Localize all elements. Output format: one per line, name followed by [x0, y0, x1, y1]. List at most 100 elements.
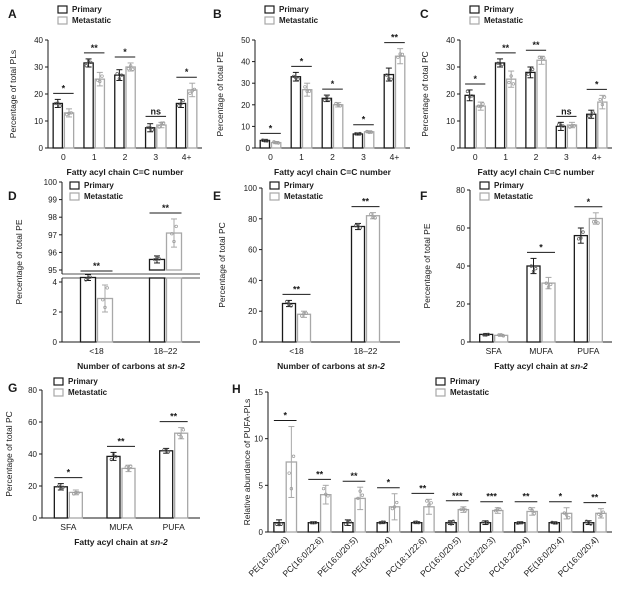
- bar-metastatic-2: [125, 66, 136, 149]
- legend-swatch-primary: [57, 5, 68, 14]
- replicate-point-metastatic-0: [287, 471, 291, 475]
- legend-label-primary: Primary: [72, 5, 102, 14]
- replicate-point-metastatic-1: [511, 82, 516, 86]
- bar-metastatic-3: [156, 124, 167, 149]
- replicate-point-primary-0: [470, 94, 474, 98]
- legend-swatch-primary: [435, 377, 446, 386]
- legend-swatch-metastatic: [57, 16, 68, 25]
- bar-metastatic-2: [332, 104, 344, 149]
- panel-label: D: [8, 189, 17, 203]
- replicate-point-primary-1: [358, 226, 362, 230]
- legend-label-metastatic: Metastatic: [450, 388, 490, 397]
- y-tick-label: 40: [446, 36, 455, 45]
- y-tick-label: 95: [48, 266, 57, 275]
- bar-primary-2: [573, 234, 588, 343]
- replicate-point-primary-0: [56, 484, 61, 488]
- y-tick-label: 40: [34, 36, 43, 45]
- replicate-point-metastatic-1: [546, 285, 551, 289]
- sig-label-cat-2: **: [170, 412, 178, 422]
- bar-primary-1: [494, 62, 506, 149]
- sig-label-cat-0: *: [269, 123, 273, 133]
- x-tick-label: 3: [564, 152, 569, 162]
- y-tick-label: 98: [48, 213, 57, 222]
- x-axis-title: Fatty acyl chain at sn-2: [74, 537, 168, 547]
- replicate-point-primary-1: [531, 269, 536, 274]
- replicate-point-metastatic-2: [126, 67, 131, 71]
- sig-label-cat-7: **: [522, 492, 530, 502]
- replicate-point-primary-0: [482, 333, 486, 337]
- legend-swatch-primary: [69, 181, 80, 190]
- sig-label-cat-1: **: [316, 469, 324, 479]
- replicate-point-metastatic-2: [537, 55, 542, 59]
- replicate-point-metastatic-6: [493, 509, 498, 513]
- legend-swatch-metastatic: [435, 388, 446, 397]
- y-axis-title: Relative abundance of PUFA-PLs: [242, 399, 252, 526]
- replicate-point-metastatic-4: [190, 89, 194, 93]
- replicate-point-primary-2: [117, 77, 122, 81]
- replicate-point-primary-2: [581, 230, 585, 234]
- sig-label-cat-2: *: [587, 197, 591, 207]
- y-tick-label: 20: [241, 101, 250, 110]
- y-tick-label: 20: [456, 300, 465, 309]
- replicate-point-primary-0: [285, 299, 289, 304]
- replicate-point-primary-6: [481, 520, 485, 524]
- bar-metastatic-0: [63, 112, 75, 149]
- y-axis-title: Percentage of total PE: [215, 51, 225, 136]
- y-tick-label: 50: [241, 36, 250, 45]
- replicate-point-metastatic-0: [300, 314, 304, 318]
- panel-label: H: [232, 382, 241, 396]
- replicate-point-primary-1: [529, 264, 533, 268]
- panel-F: F Primary Metastatic 0 20 40 60 80 Percentage of…: [420, 181, 612, 371]
- y-tick-label: 0: [253, 338, 258, 347]
- replicate-point-metastatic-1: [129, 464, 133, 468]
- sig-label-cat-2: **: [532, 40, 540, 50]
- bar-primary-2: [114, 74, 125, 149]
- replicate-point-primary-1: [111, 453, 116, 457]
- replicate-point-metastatic-1: [126, 467, 131, 471]
- replicate-point-metastatic-3: [157, 125, 161, 129]
- bar-metastatic-3: [363, 131, 375, 149]
- replicate-point-primary-1: [86, 58, 91, 63]
- sig-label-cat-4: **: [391, 33, 399, 43]
- legend-swatch-metastatic: [264, 16, 275, 25]
- replicate-point-metastatic-4: [192, 87, 197, 92]
- replicate-point-primary-3: [150, 128, 155, 132]
- bar-metastatic-1: [301, 89, 313, 149]
- x-tick-label: <18: [89, 346, 104, 356]
- replicate-point-upper-primary-1: [157, 257, 161, 261]
- replicate-point-metastatic-2: [594, 219, 598, 224]
- replicate-point-primary-4: [177, 104, 181, 108]
- replicate-point-primary-2: [162, 448, 166, 452]
- legend-swatch-metastatic: [469, 16, 480, 25]
- replicate-point-primary-0: [88, 275, 92, 279]
- replicate-point-upper-primary-1: [153, 258, 157, 262]
- replicate-point-primary-2: [115, 72, 119, 76]
- replicate-point-metastatic-2: [334, 101, 338, 106]
- replicate-point-metastatic-3: [572, 124, 576, 128]
- replicate-point-metastatic-2: [358, 489, 362, 493]
- y-tick-label: 0: [53, 338, 58, 347]
- sig-label-cat-0: **: [93, 261, 101, 271]
- replicate-point-primary-1: [496, 61, 500, 65]
- replicate-point-metastatic-6: [498, 507, 502, 512]
- replicate-point-primary-2: [164, 448, 168, 452]
- sig-label-cat-0: **: [293, 284, 301, 294]
- replicate-point-metastatic-1: [369, 212, 373, 216]
- replicate-point-metastatic-1: [307, 89, 312, 93]
- replicate-point-upper-primary-1: [155, 255, 159, 259]
- replicate-point-metastatic-1: [98, 79, 102, 84]
- y-tick-label: 20: [248, 307, 257, 316]
- bar-metastatic-1: [365, 215, 381, 343]
- x-axis-title: Fatty acyl chain at sn-2: [494, 361, 588, 371]
- y-tick-label: 99: [48, 196, 57, 205]
- replicate-point-metastatic-1: [326, 494, 330, 498]
- bar-primary-0: [52, 102, 64, 149]
- replicate-point-metastatic-4: [429, 501, 433, 505]
- x-tick-label: SFA: [60, 522, 76, 532]
- x-tick-label: 2: [330, 152, 335, 162]
- replicate-point-metastatic-0: [291, 454, 296, 458]
- y-tick-label: 15: [254, 388, 263, 397]
- sig-label-cat-6: ***: [486, 492, 497, 502]
- replicate-point-metastatic-2: [181, 428, 186, 432]
